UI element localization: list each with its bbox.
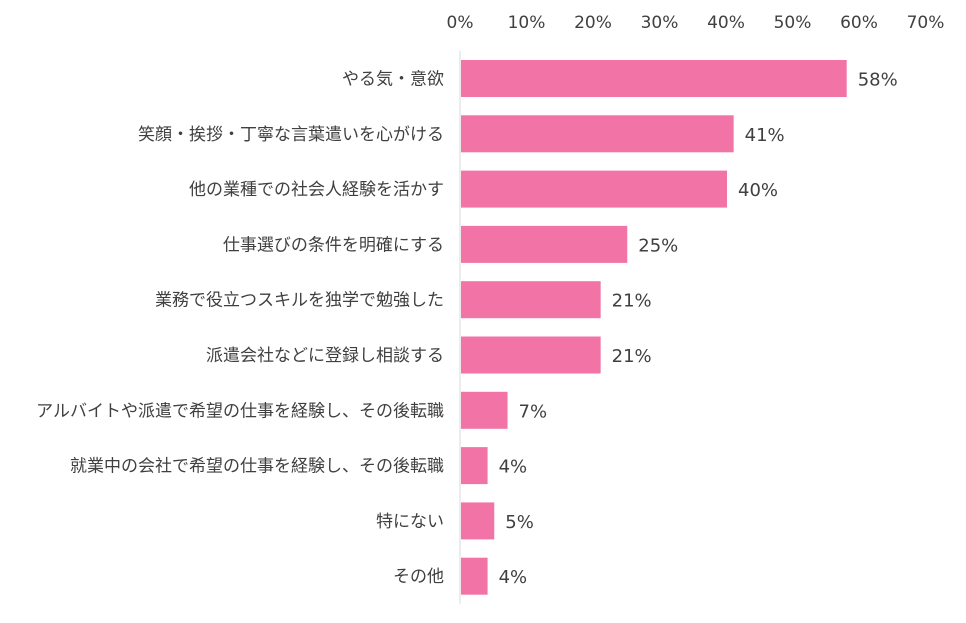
category-label: その他 bbox=[393, 567, 444, 587]
data-label: 40% bbox=[738, 180, 778, 201]
bar bbox=[461, 336, 601, 374]
data-label: 25% bbox=[638, 235, 678, 256]
category-label: アルバイトや派遣で希望の仕事を経験し、その後転職 bbox=[36, 401, 444, 421]
x-tick-label: 40% bbox=[707, 13, 745, 33]
category-labels: やる気・意欲笑顔・挨拶・丁寧な言葉遣いを心がける他の業種での社会人経験を活かす仕… bbox=[36, 70, 444, 588]
category-label: やる気・意欲 bbox=[342, 70, 444, 90]
bar bbox=[461, 170, 727, 208]
category-label: 派遣会社などに登録し相談する bbox=[206, 346, 444, 366]
bar bbox=[461, 391, 508, 429]
category-label: 笑顔・挨拶・丁寧な言葉遣いを心がける bbox=[138, 125, 444, 145]
data-label: 5% bbox=[505, 512, 534, 533]
x-tick-label: 60% bbox=[840, 13, 878, 33]
data-label: 4% bbox=[499, 567, 528, 588]
bar bbox=[461, 60, 847, 97]
category-label: 仕事選びの条件を明確にする bbox=[223, 235, 444, 255]
category-label: 特にない bbox=[376, 512, 444, 532]
x-tick-label: 30% bbox=[641, 13, 679, 33]
bar bbox=[461, 281, 601, 319]
x-tick-label: 0% bbox=[447, 13, 474, 33]
bar bbox=[461, 115, 734, 153]
category-label: 就業中の会社で希望の仕事を経験し、その後転職 bbox=[70, 457, 444, 477]
bar bbox=[461, 502, 495, 540]
category-label: 業務で役立つスキルを独学で勉強した bbox=[155, 291, 444, 311]
x-tick-label: 10% bbox=[508, 13, 546, 33]
bar bbox=[461, 557, 488, 595]
x-axis-ticks: 0% 10% 20% 30% 40% 50% 60% 70% bbox=[447, 13, 945, 33]
x-tick-label: 70% bbox=[907, 13, 945, 33]
data-label: 21% bbox=[612, 346, 652, 367]
data-label: 58% bbox=[858, 70, 898, 91]
x-tick-label: 50% bbox=[774, 13, 812, 33]
data-labels: 58% 41% 40% 25% 21% 21% 7% 4% 5% 4% bbox=[499, 70, 898, 589]
data-label: 4% bbox=[499, 457, 528, 478]
data-label: 21% bbox=[612, 291, 652, 312]
data-label: 41% bbox=[745, 125, 785, 146]
data-label: 7% bbox=[519, 401, 548, 422]
bars-group bbox=[461, 60, 847, 595]
x-tick-label: 20% bbox=[574, 13, 612, 33]
bar bbox=[461, 225, 628, 263]
bar bbox=[461, 447, 488, 485]
category-label: 他の業種での社会人経験を活かす bbox=[189, 180, 444, 200]
